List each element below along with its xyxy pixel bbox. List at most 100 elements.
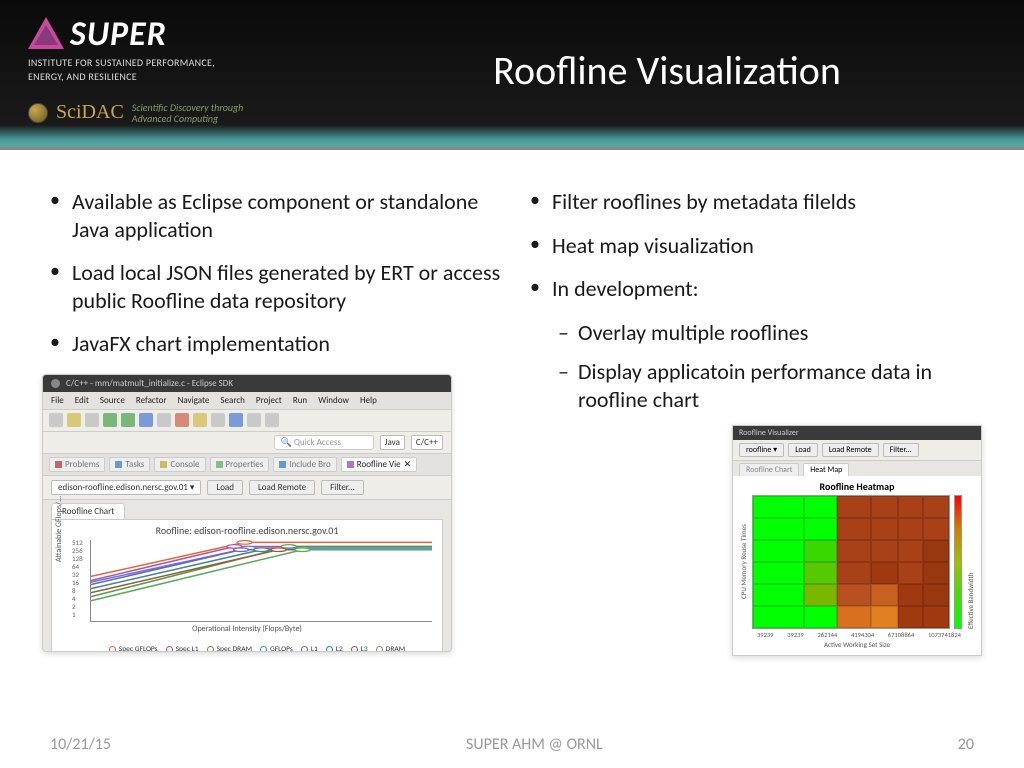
toolbar-icon[interactable] [211,413,225,427]
heatmap-cell [923,562,948,584]
menu-item[interactable]: Edit [75,395,89,406]
tab-heat-map[interactable]: Heat Map [803,463,849,476]
heatmap-cell [871,496,898,518]
bullet: In development: [522,275,982,303]
toolbar-icon[interactable] [157,413,171,427]
heatmap-ylabel: CPU Memory Reuse Times [739,495,748,629]
heatmap-cell [837,584,870,606]
toolbar-icon[interactable] [247,413,261,427]
roofline-source-dropdown[interactable]: edison-roofline.edison.nersc.gov.01 ▾ [51,480,201,495]
menu-item[interactable]: Project [256,395,282,406]
properties-icon [216,461,223,468]
toolbar-icon[interactable] [175,413,189,427]
menu-item[interactable]: Run [293,395,307,406]
load-remote-button[interactable]: Load Remote [249,480,315,495]
roofline-icon [347,461,354,468]
footer-date: 10/21/15 [50,735,111,754]
menu-item[interactable]: File [51,395,64,406]
footer-page: 20 [958,735,974,754]
toolbar-icon[interactable] [49,413,63,427]
logo-block: SUPER INSTITUTE FOR SUSTAINED PERFORMANC… [28,14,338,147]
toolbar-icon[interactable] [265,413,279,427]
heatmap-cell [871,518,898,540]
tab-roofline-chart[interactable]: Roofline Chart [739,463,799,476]
tab-console[interactable]: Console [154,457,205,472]
heatmap-cell [837,496,870,518]
roofline-toolbar: edison-roofline.edison.nersc.gov.01 ▾ Lo… [43,476,451,500]
heatmap-cell [898,562,923,584]
toolbar-icon[interactable] [67,413,81,427]
legend-item: GFLOPs [260,645,293,652]
right-column: Filter rooflines by metadata filelds Hea… [522,188,982,656]
heatmap-cell [804,518,837,540]
tab-properties[interactable]: Properties [210,457,270,472]
heatmap-cell [923,518,948,540]
heatmap-xlabel: Active Working Set Size [739,640,975,649]
heatmap-cell [837,606,870,628]
heatmap-grid [752,495,950,629]
super-triangle-icon [28,17,64,49]
tab-roofline[interactable]: Roofline Vie ✕ [341,457,417,472]
heatmap-cell [753,518,804,540]
menu-item[interactable]: Help [360,395,377,406]
toolbar-icon[interactable] [229,413,243,427]
toolbar-icon[interactable] [85,413,99,427]
filter-button[interactable]: Filter... [321,480,364,495]
slide-header: SUPER INSTITUTE FOR SUSTAINED PERFORMANC… [0,0,1024,150]
sub-bullet: Overlay multiple rooflines [522,319,982,347]
bullet: Filter rooflines by metadata filelds [522,188,982,216]
colorbar-label: Effective Bandwidth [966,495,975,629]
window-dot-icon [51,379,60,388]
load-button[interactable]: Load [788,443,818,457]
scidac-text: SciDAC [56,101,124,124]
chart-ylabel: Attainable GFlops/... [54,495,64,561]
menu-item[interactable]: Window [318,395,349,406]
left-column: Available as Eclipse component or standa… [42,188,502,656]
toolbar-icon[interactable] [193,413,207,427]
heatmap-titlebar: Roofline Visualizer [733,426,981,440]
heatmap-cell [753,606,804,628]
filter-button[interactable]: Filter... [883,443,919,457]
load-remote-button[interactable]: Load Remote [822,443,879,457]
heatmap-cell [804,496,837,518]
eclipse-toolbar-2: 🔍 Quick Access Java C/C++ [43,432,451,454]
tasks-icon [115,461,122,468]
slide-title: Roofline Visualization [493,46,841,95]
eclipse-toolbar[interactable] [43,410,451,432]
debug-icon[interactable] [121,413,135,427]
run-icon[interactable] [103,413,117,427]
scidac-tagline-2: Advanced Computing [132,113,244,124]
load-button[interactable]: Load [207,480,243,495]
eclipse-menubar[interactable]: File Edit Source Refactor Navigate Searc… [43,392,451,410]
slide-body: Available as Eclipse component or standa… [0,150,1024,656]
menu-item[interactable]: Source [100,395,125,406]
heatmap-cell [871,584,898,606]
tab-problems[interactable]: Problems [49,457,105,472]
heatmap-cell [753,540,804,562]
toolbar-icon[interactable] [139,413,153,427]
heatmap-toolbar: roofline ▾ Load Load Remote Filter... [733,440,981,461]
menu-item[interactable]: Search [220,395,244,406]
roofline-dropdown[interactable]: roofline ▾ [739,443,784,457]
tab-tasks[interactable]: Tasks [109,457,150,472]
heatmap-cell [923,540,948,562]
quick-access-input[interactable]: 🔍 Quick Access [274,435,374,450]
perspective-java[interactable]: Java [380,435,405,450]
heatmap-cell [898,496,923,518]
chart-axes [90,540,432,622]
heatmap-xticks: 3923939239262144419430467108864107374182… [757,631,961,639]
tab-include[interactable]: Include Bro [273,457,336,472]
legend-item: Spec GFLOPs [109,645,158,652]
menu-item[interactable]: Navigate [178,395,210,406]
heatmap-title: Roofline Heatmap [739,480,975,493]
heatmap-cell [871,606,898,628]
heatmap-cell [804,540,837,562]
heatmap-cell [837,562,870,584]
scidac-tagline-1: Scientific Discovery through [132,102,244,113]
menu-item[interactable]: Refactor [136,395,167,406]
heatmap-cell [923,606,948,628]
heatmap-cell [753,584,804,606]
perspective-cpp[interactable]: C/C++ [411,435,443,450]
problems-icon [55,461,62,468]
eclipse-screenshot: C/C++ - mm/matmult_initialize.c - Eclips… [42,374,452,652]
